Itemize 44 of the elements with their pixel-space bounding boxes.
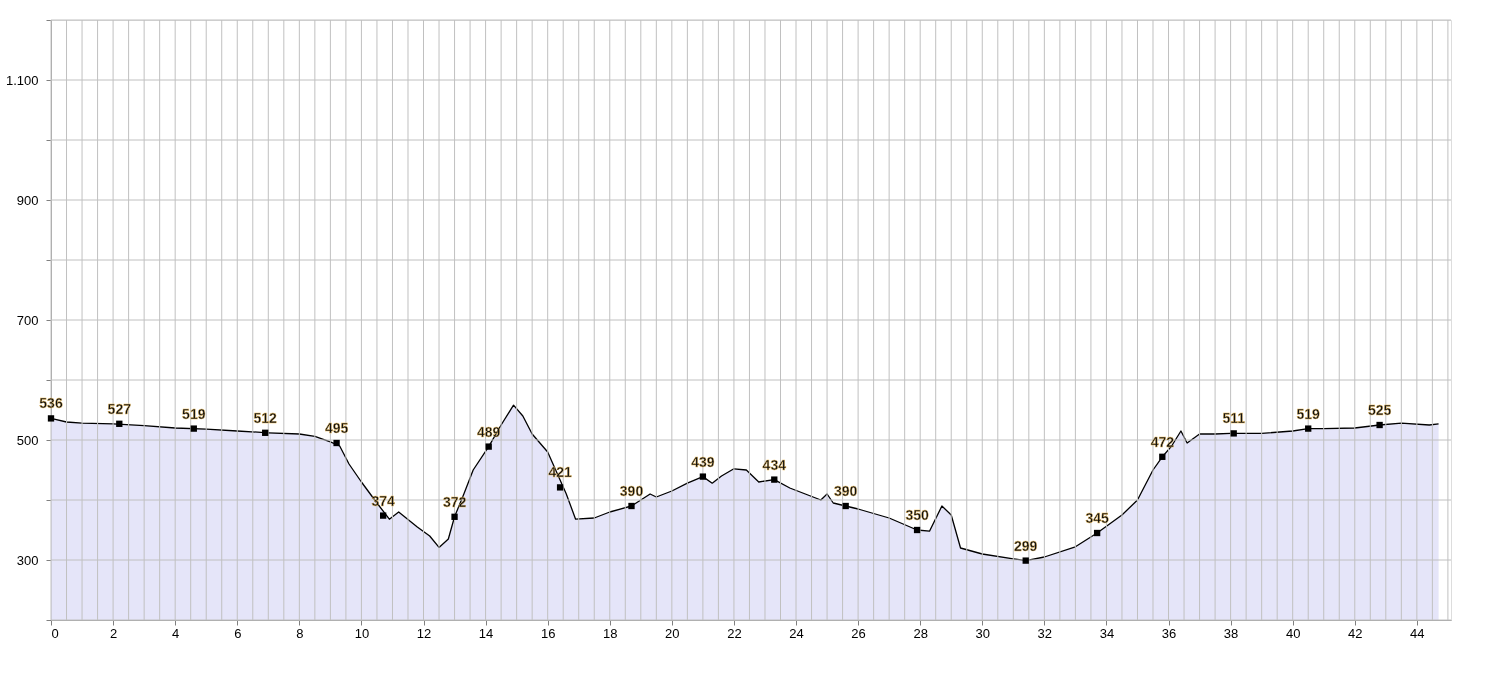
x-tick-label: 32 <box>1037 625 1053 641</box>
x-tick-label: 16 <box>540 625 556 641</box>
annotation: 495 <box>324 420 349 436</box>
x-tick-label: 24 <box>789 625 804 641</box>
x-tick-label: 22 <box>727 625 742 641</box>
x-tick-label: 30 <box>975 625 990 641</box>
x-tick-label: 10 <box>354 625 370 641</box>
y-tick-label: 300 <box>16 552 39 568</box>
x-tick-label: 28 <box>913 625 928 641</box>
x-tick-label: 0 <box>51 625 59 641</box>
annotation: 299 <box>1014 537 1038 554</box>
x-tick-label: 40 <box>1285 625 1301 641</box>
y-tick-label: 900 <box>16 192 39 208</box>
annotation: 390 <box>834 483 858 499</box>
annotation: 345 <box>1085 510 1110 526</box>
x-tick-label: 20 <box>665 625 680 641</box>
x-tick-label: 6 <box>234 625 242 641</box>
y-tick-label: 500 <box>16 432 39 448</box>
x-tick-label: 38 <box>1223 625 1239 641</box>
annotation: 350 <box>905 507 929 523</box>
x-tick-label: 12 <box>416 625 432 641</box>
annotation: 439 <box>691 453 715 470</box>
annotation: 434 <box>762 456 787 473</box>
annotation: 536 <box>39 395 63 412</box>
annotation: 511 <box>1222 410 1246 427</box>
annotation: 472 <box>1150 433 1175 450</box>
y-tick-label: 700 <box>16 312 39 328</box>
x-tick-label: 8 <box>296 625 304 641</box>
x-tick-label: 34 <box>1099 625 1115 641</box>
annotation: 512 <box>253 409 278 426</box>
annotation: 390 <box>619 483 644 499</box>
y-tick-label: 1.100 <box>5 72 39 88</box>
x-tick-label: 36 <box>1161 625 1177 641</box>
x-tick-label: 44 <box>1410 625 1425 641</box>
annotation: 519 <box>182 405 206 422</box>
x-tick-label: 42 <box>1348 625 1363 641</box>
x-tick-label: 14 <box>478 625 494 641</box>
annotation: 527 <box>107 400 132 417</box>
x-tick-label: 26 <box>851 625 866 641</box>
annotation: 519 <box>1296 405 1321 422</box>
x-tick-label: 18 <box>603 625 618 641</box>
annotation: 525 <box>1367 402 1392 418</box>
x-tick-label: 4 <box>172 625 180 641</box>
x-tick-label: 2 <box>109 625 118 641</box>
